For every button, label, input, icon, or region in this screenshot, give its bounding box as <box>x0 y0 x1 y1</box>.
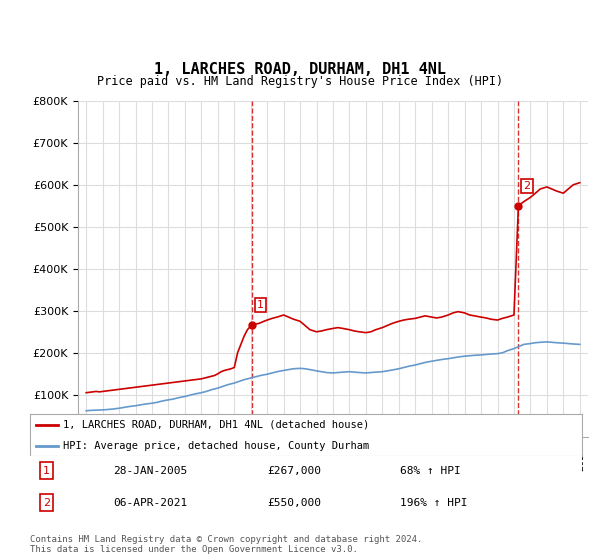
Text: Price paid vs. HM Land Registry's House Price Index (HPI): Price paid vs. HM Land Registry's House … <box>97 74 503 88</box>
Text: 06-APR-2021: 06-APR-2021 <box>113 498 187 508</box>
Text: 1: 1 <box>257 300 264 310</box>
Text: 28-JAN-2005: 28-JAN-2005 <box>113 465 187 475</box>
Text: 196% ↑ HPI: 196% ↑ HPI <box>400 498 467 508</box>
Text: £267,000: £267,000 <box>268 465 322 475</box>
Text: 1, LARCHES ROAD, DURHAM, DH1 4NL: 1, LARCHES ROAD, DURHAM, DH1 4NL <box>154 63 446 77</box>
Text: 2: 2 <box>43 498 50 508</box>
Text: 2: 2 <box>523 181 530 191</box>
Text: Contains HM Land Registry data © Crown copyright and database right 2024.
This d: Contains HM Land Registry data © Crown c… <box>30 535 422 554</box>
Text: £550,000: £550,000 <box>268 498 322 508</box>
Text: 1, LARCHES ROAD, DURHAM, DH1 4NL (detached house): 1, LARCHES ROAD, DURHAM, DH1 4NL (detach… <box>63 420 370 430</box>
Text: 1: 1 <box>43 465 50 475</box>
Text: HPI: Average price, detached house, County Durham: HPI: Average price, detached house, Coun… <box>63 441 370 451</box>
Text: 68% ↑ HPI: 68% ↑ HPI <box>400 465 461 475</box>
